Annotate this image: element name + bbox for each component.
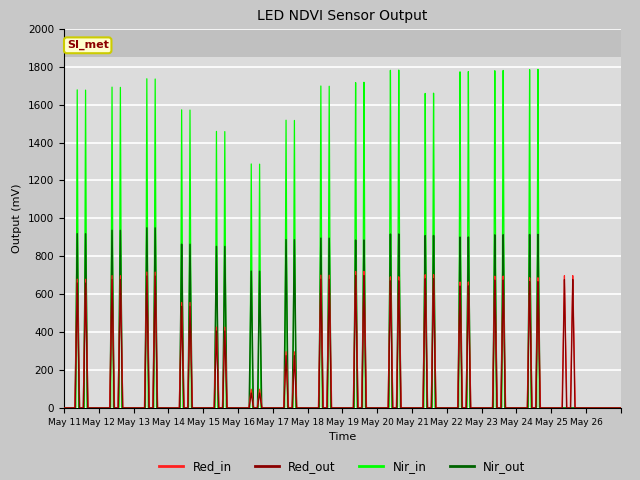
Red_in xyxy=(390,405,397,411)
Line: Nir_in: Nir_in xyxy=(64,69,621,408)
Red_out xyxy=(360,273,368,278)
Bar xyxy=(64,29,621,57)
Red_in xyxy=(360,268,368,274)
Red_in xyxy=(88,405,96,411)
Red_out xyxy=(473,405,481,411)
Y-axis label: Output (mV): Output (mV) xyxy=(12,184,22,253)
Nir_in xyxy=(473,405,481,411)
Nir_out xyxy=(390,405,397,411)
Red_in xyxy=(473,405,481,411)
Title: LED NDVI Sensor Output: LED NDVI Sensor Output xyxy=(257,10,428,24)
Nir_out xyxy=(503,405,511,411)
Nir_out xyxy=(414,405,422,411)
Nir_in xyxy=(414,405,422,411)
Nir_out xyxy=(143,225,150,231)
Red_out xyxy=(60,405,68,411)
Red_out xyxy=(262,405,269,411)
Red_in xyxy=(503,405,511,411)
Red_in xyxy=(262,405,269,411)
Nir_in xyxy=(534,66,542,72)
Nir_in xyxy=(617,405,625,411)
Line: Red_in: Red_in xyxy=(64,271,621,408)
Nir_out xyxy=(88,405,96,411)
Nir_in xyxy=(60,405,68,411)
X-axis label: Time: Time xyxy=(329,432,356,442)
Nir_in xyxy=(502,405,510,411)
Red_out xyxy=(414,405,422,411)
Nir_out xyxy=(60,405,68,411)
Text: SI_met: SI_met xyxy=(67,40,109,50)
Line: Red_out: Red_out xyxy=(64,276,621,408)
Legend: Red_in, Red_out, Nir_in, Nir_out: Red_in, Red_out, Nir_in, Nir_out xyxy=(155,456,530,478)
Line: Nir_out: Nir_out xyxy=(64,228,621,408)
Red_in xyxy=(414,405,422,411)
Nir_in xyxy=(262,405,269,411)
Red_out xyxy=(390,405,397,411)
Red_in xyxy=(60,405,68,411)
Red_out xyxy=(617,405,625,411)
Red_out xyxy=(88,405,96,411)
Nir_out xyxy=(262,405,269,411)
Nir_in xyxy=(390,405,397,411)
Red_out xyxy=(503,405,511,411)
Nir_in xyxy=(88,405,96,411)
Red_in xyxy=(617,405,625,411)
Nir_out xyxy=(617,405,625,411)
Nir_out xyxy=(473,405,481,411)
